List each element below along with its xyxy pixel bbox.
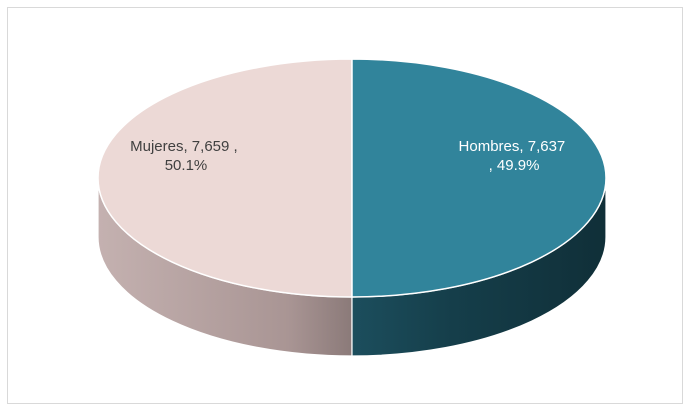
data-label-hombres-line1: Hombres, 7,637 bbox=[459, 138, 566, 155]
data-label-mujeres-line1: Mujeres, 7,659 , bbox=[130, 138, 238, 155]
slice-mujeres bbox=[97, 58, 353, 298]
slice-hombres bbox=[351, 58, 607, 298]
data-label-mujeres: Mujeres, 7,659 , 50.1% bbox=[130, 138, 242, 174]
data-label-hombres-line2: , 49.9% bbox=[489, 157, 540, 174]
data-label-hombres: Hombres, 7,637 , 49.9% bbox=[459, 138, 570, 174]
data-label-mujeres-line2: 50.1% bbox=[165, 157, 208, 174]
